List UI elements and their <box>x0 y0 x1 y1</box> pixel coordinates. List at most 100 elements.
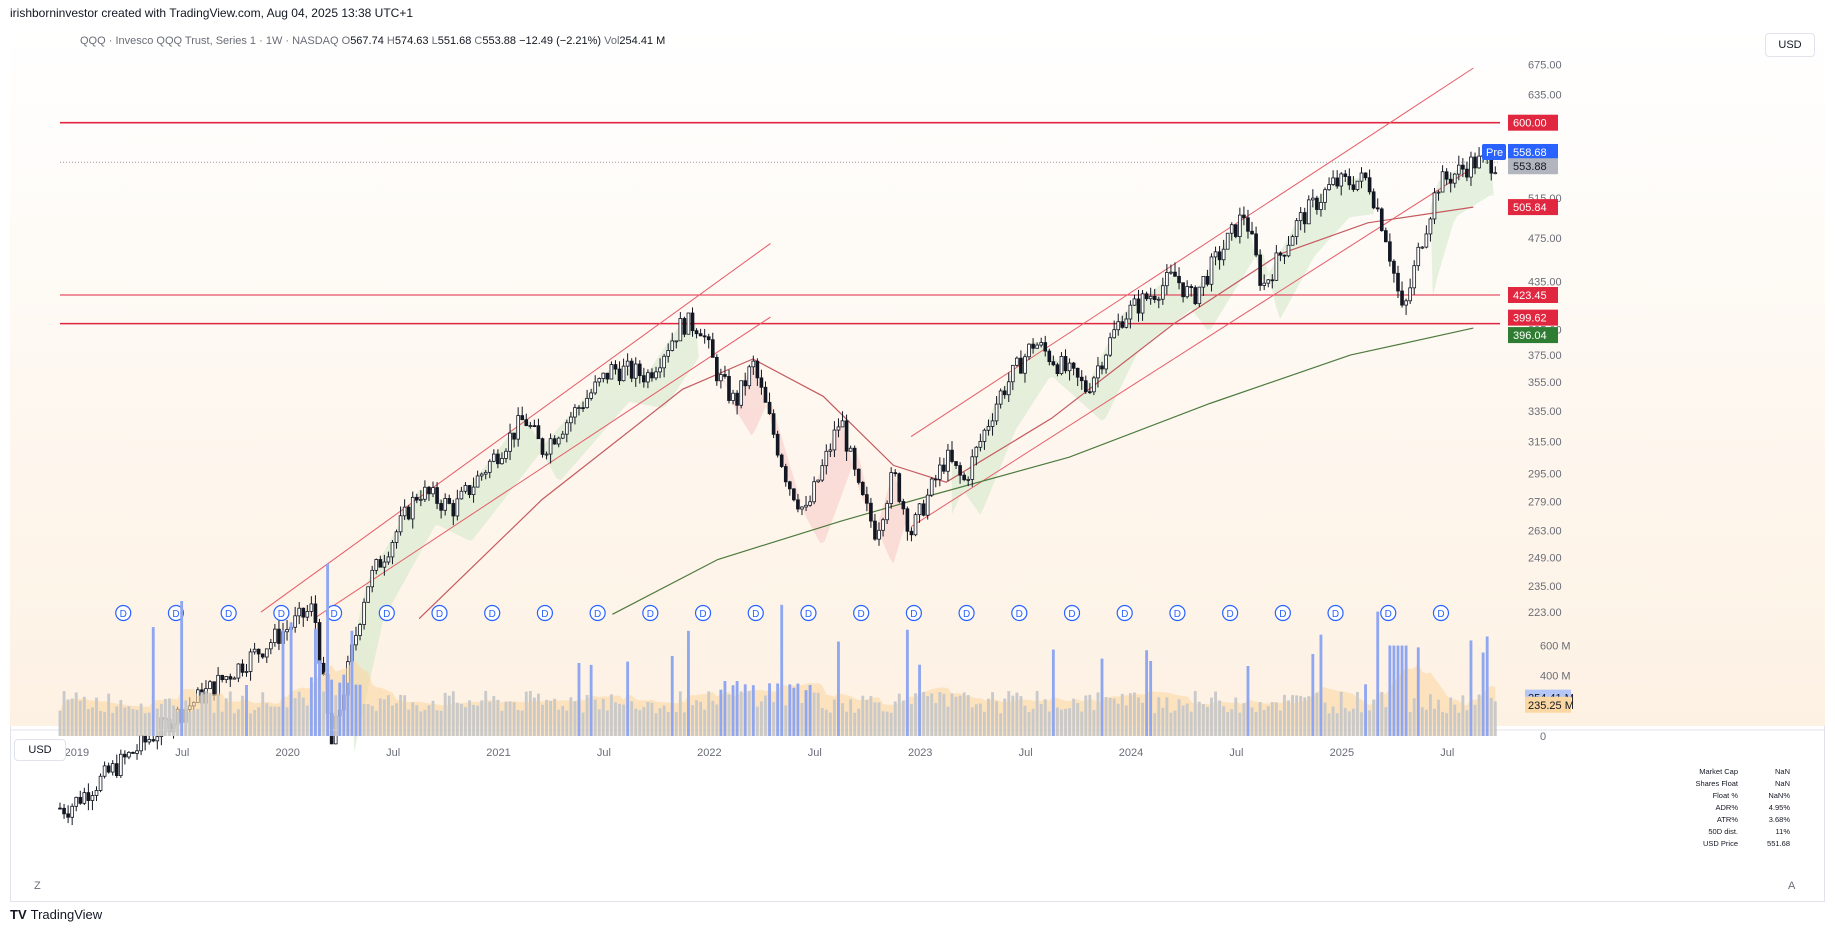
volume-bar[interactable] <box>1238 712 1242 736</box>
volume-bar[interactable] <box>212 712 216 736</box>
volume-bar[interactable] <box>545 699 548 736</box>
volume-bar[interactable] <box>168 698 171 736</box>
candle[interactable] <box>917 502 922 523</box>
volume-bar[interactable] <box>496 699 500 736</box>
volume-bar[interactable] <box>1169 712 1173 736</box>
volume-bar[interactable] <box>395 703 398 736</box>
candle[interactable] <box>439 499 443 519</box>
candle[interactable] <box>443 493 447 516</box>
volume-bar[interactable] <box>1384 707 1388 736</box>
volume-bar[interactable] <box>658 708 662 736</box>
candle[interactable] <box>1173 262 1177 277</box>
candle[interactable] <box>264 648 269 663</box>
candle[interactable] <box>1396 265 1400 299</box>
dividend-marker[interactable]: D <box>536 604 554 622</box>
candle[interactable] <box>508 423 512 461</box>
volume-bar[interactable] <box>1351 708 1355 736</box>
volume-bar[interactable] <box>1116 703 1120 736</box>
candle[interactable] <box>1108 332 1112 358</box>
candle[interactable] <box>1258 249 1262 291</box>
candle[interactable] <box>1388 233 1392 267</box>
volume-bar[interactable] <box>1214 691 1217 736</box>
volume-bar[interactable] <box>983 711 986 736</box>
volume-bar[interactable] <box>691 705 694 736</box>
candle[interactable] <box>1347 168 1352 190</box>
candle[interactable] <box>1444 168 1449 185</box>
volume-bar[interactable] <box>82 696 86 736</box>
candle[interactable] <box>901 498 906 515</box>
candle[interactable] <box>1367 169 1372 195</box>
dividend-marker[interactable]: D <box>484 604 501 622</box>
candle[interactable] <box>500 452 504 465</box>
volume-bar[interactable] <box>573 701 577 736</box>
volume-bar[interactable] <box>999 713 1003 736</box>
volume-bar[interactable] <box>451 691 455 736</box>
candle[interactable] <box>516 407 520 447</box>
candle[interactable] <box>98 773 103 793</box>
candle[interactable] <box>1067 358 1072 381</box>
volume-bar[interactable] <box>849 699 853 736</box>
dividend-marker[interactable]: D <box>1116 604 1133 622</box>
volume-bar[interactable] <box>654 713 658 736</box>
candle[interactable] <box>463 482 468 494</box>
candle[interactable] <box>998 388 1003 409</box>
candle[interactable] <box>1306 195 1311 225</box>
candle[interactable] <box>694 328 699 339</box>
candle[interactable] <box>479 472 484 481</box>
volume-bar[interactable] <box>1068 708 1071 736</box>
volume-bar[interactable] <box>760 701 763 736</box>
volume-bar[interactable] <box>1485 636 1489 736</box>
volume-bar[interactable] <box>415 705 419 736</box>
volume-bar[interactable] <box>678 691 682 736</box>
volume-bar[interactable] <box>1412 698 1416 736</box>
candle[interactable] <box>958 462 962 484</box>
volume-bar[interactable] <box>1327 713 1331 736</box>
volume-bar[interactable] <box>1096 692 1100 736</box>
candle[interactable] <box>504 448 508 463</box>
candle[interactable] <box>954 461 958 469</box>
volume-bar[interactable] <box>857 708 861 736</box>
candle[interactable] <box>702 328 707 344</box>
volume-bar[interactable] <box>476 705 480 736</box>
volume-bar[interactable] <box>824 709 828 736</box>
candle[interactable] <box>1221 239 1226 266</box>
candle[interactable] <box>273 623 277 647</box>
candle[interactable] <box>771 409 776 439</box>
volume-bar[interactable] <box>520 710 524 736</box>
candle[interactable] <box>483 469 488 480</box>
volume-bar[interactable] <box>1226 712 1230 736</box>
candle[interactable] <box>1079 370 1084 390</box>
volume-bar[interactable] <box>1270 702 1274 736</box>
volume-bar[interactable] <box>1303 697 1307 736</box>
volume-bar[interactable] <box>1181 705 1185 736</box>
dividend-marker[interactable]: D <box>747 604 764 622</box>
candle[interactable] <box>621 358 626 382</box>
volume-bar[interactable] <box>962 692 966 736</box>
volume-bar[interactable] <box>127 706 131 736</box>
volume-bar[interactable] <box>747 691 751 736</box>
candle[interactable] <box>909 527 914 542</box>
candle[interactable] <box>869 497 873 528</box>
volume-bar[interactable] <box>1084 695 1088 736</box>
candle[interactable] <box>131 751 135 754</box>
candle[interactable] <box>986 419 991 436</box>
candle[interactable] <box>70 803 74 826</box>
volume-bar[interactable] <box>820 708 824 736</box>
candle[interactable] <box>208 680 212 690</box>
volume-bar[interactable] <box>845 711 848 736</box>
candle[interactable] <box>633 357 638 387</box>
volume-bar[interactable] <box>208 692 212 736</box>
candle[interactable] <box>735 390 739 415</box>
volume-bar[interactable] <box>1189 711 1193 736</box>
candle[interactable] <box>836 418 841 438</box>
volume-bar[interactable] <box>881 711 885 736</box>
candle[interactable] <box>966 476 971 487</box>
volume-bar[interactable] <box>743 684 747 736</box>
volume-bar[interactable] <box>1250 707 1254 736</box>
candle[interactable] <box>244 664 249 677</box>
candle[interactable] <box>690 307 695 337</box>
volume-bar[interactable] <box>1153 713 1157 736</box>
volume-bar[interactable] <box>516 710 520 736</box>
volume-bar[interactable] <box>666 711 670 736</box>
volume-bar[interactable] <box>1437 699 1440 736</box>
